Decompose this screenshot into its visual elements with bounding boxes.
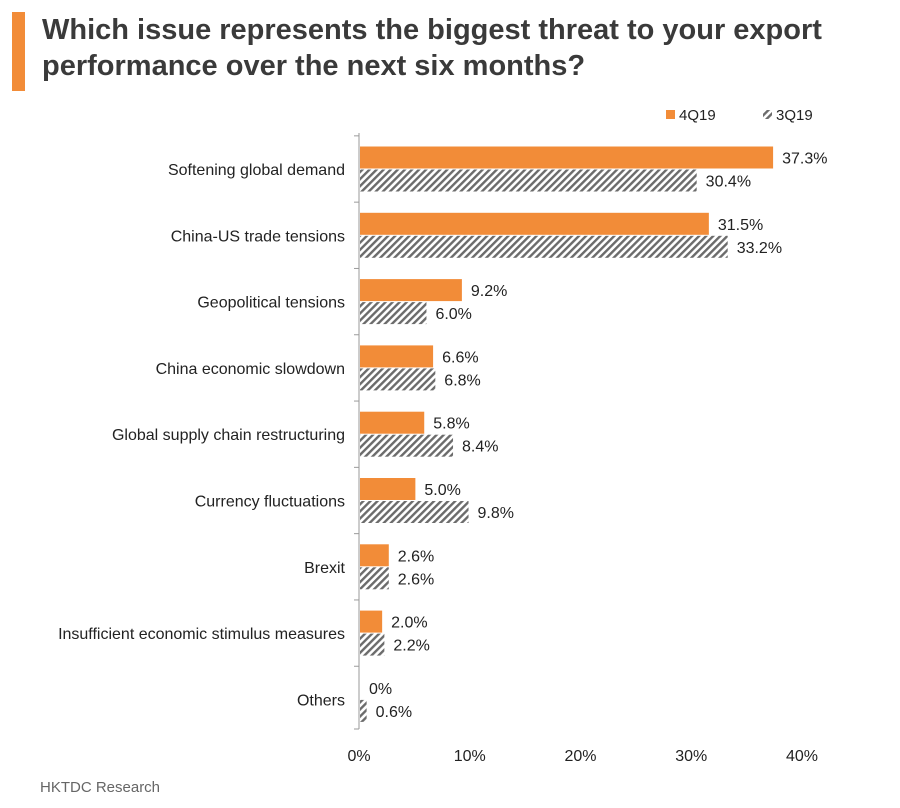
bar-4q19 bbox=[360, 146, 774, 169]
x-tick-label: 10% bbox=[454, 748, 486, 765]
bar-3q19 bbox=[360, 699, 367, 722]
category-label: Softening global demand bbox=[168, 162, 345, 179]
legend-label-3q19: 3Q19 bbox=[776, 107, 813, 124]
legend-swatch-3q19 bbox=[763, 110, 772, 119]
title-accent-bar bbox=[12, 12, 25, 91]
data-label-3q19: 30.4% bbox=[706, 174, 751, 191]
data-label-4q19: 37.3% bbox=[782, 151, 827, 168]
category-label: China-US trade tensions bbox=[171, 228, 345, 245]
x-tick-label: 30% bbox=[675, 748, 707, 765]
data-label-3q19: 2.6% bbox=[398, 571, 434, 588]
data-label-4q19: 6.6% bbox=[442, 349, 478, 366]
x-tick-label: 0% bbox=[347, 748, 370, 765]
bar-4q19 bbox=[360, 345, 434, 368]
legend-label-4q19: 4Q19 bbox=[679, 107, 716, 124]
bar-3q19 bbox=[360, 302, 427, 325]
data-label-3q19: 0.6% bbox=[376, 704, 412, 721]
bar-4q19 bbox=[360, 411, 425, 434]
data-label-3q19: 8.4% bbox=[462, 439, 498, 456]
category-label: Currency fluctuations bbox=[195, 494, 345, 511]
data-label-3q19: 2.2% bbox=[393, 638, 429, 655]
category-label: China economic slowdown bbox=[156, 361, 345, 378]
bar-4q19 bbox=[360, 544, 389, 567]
bar-4q19 bbox=[360, 212, 709, 235]
data-label-4q19: 5.0% bbox=[424, 482, 460, 499]
category-label: Insufficient economic stimulus measures bbox=[58, 626, 345, 643]
data-label-4q19: 5.8% bbox=[433, 416, 469, 433]
category-label: Others bbox=[297, 692, 345, 709]
data-label-3q19: 9.8% bbox=[478, 505, 514, 522]
data-label-4q19: 31.5% bbox=[718, 217, 763, 234]
data-label-3q19: 33.2% bbox=[737, 240, 782, 257]
bar-3q19 bbox=[360, 567, 389, 590]
data-label-3q19: 6.0% bbox=[435, 306, 471, 323]
source-note: HKTDC Research bbox=[40, 779, 161, 796]
bar-4q19 bbox=[360, 610, 383, 633]
data-label-4q19: 2.6% bbox=[398, 548, 434, 565]
bar-3q19 bbox=[360, 235, 728, 258]
data-label-3q19: 6.8% bbox=[444, 372, 480, 389]
x-tick-label: 20% bbox=[564, 748, 596, 765]
bar-4q19 bbox=[360, 478, 416, 500]
data-label-4q19: 9.2% bbox=[471, 283, 507, 300]
bar-3q19 bbox=[360, 368, 436, 391]
bar-4q19 bbox=[360, 279, 462, 302]
bar-3q19 bbox=[360, 169, 697, 192]
legend-swatch-4q19 bbox=[666, 110, 675, 119]
data-label-4q19: 0% bbox=[369, 681, 392, 698]
category-label: Brexit bbox=[304, 560, 345, 577]
bar-3q19 bbox=[360, 434, 454, 457]
data-label-4q19: 2.0% bbox=[391, 615, 427, 632]
chart-title: Which issue represents the biggest threa… bbox=[42, 14, 822, 82]
category-label: Global supply chain restructuring bbox=[112, 427, 345, 444]
bar-3q19 bbox=[360, 633, 385, 656]
x-tick-label: 40% bbox=[786, 748, 818, 765]
category-label: Geopolitical tensions bbox=[197, 295, 345, 312]
bar-3q19 bbox=[360, 501, 469, 523]
